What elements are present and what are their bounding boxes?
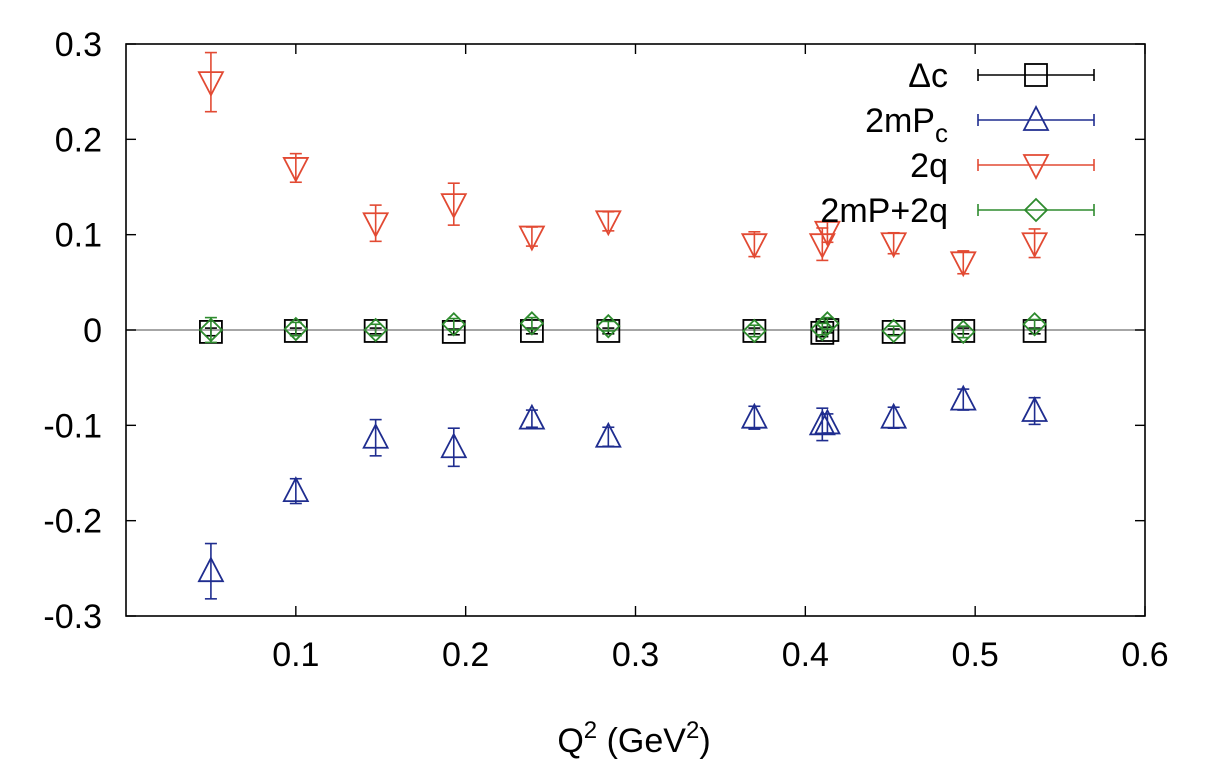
legend-entry: 2mP+2q bbox=[820, 192, 1095, 230]
data-point bbox=[742, 318, 767, 344]
legend-label-main: 2mP bbox=[865, 102, 935, 140]
data-point bbox=[518, 225, 546, 252]
data-point bbox=[441, 312, 467, 337]
data-point bbox=[949, 251, 977, 278]
data-point bbox=[808, 409, 836, 436]
data-point bbox=[881, 318, 906, 344]
legend-marker bbox=[1023, 197, 1049, 223]
data-point bbox=[880, 402, 908, 429]
y-tick-label: 0.1 bbox=[55, 217, 102, 255]
legend-entry: 2q bbox=[910, 147, 1095, 185]
legend-label: 2mP+2q bbox=[820, 192, 948, 230]
legend-label-main: 2q bbox=[910, 147, 948, 185]
data-point bbox=[813, 220, 841, 247]
y-tick-label: 0.2 bbox=[55, 121, 102, 159]
ticks: 0.1 0.2 0.3 0.4 0.5 0.6 -0.3 -0.2 -0.1 0 0.1 0.2 0.3 bbox=[43, 26, 1168, 674]
data-point bbox=[949, 384, 977, 411]
legend-label: 2q bbox=[910, 147, 948, 185]
series-layer bbox=[197, 51, 1049, 600]
x-axis-label-rest-sup: 2 bbox=[686, 717, 699, 744]
data-point bbox=[594, 421, 622, 448]
series-2q bbox=[197, 51, 1049, 278]
data-point bbox=[363, 317, 388, 343]
data-point bbox=[197, 556, 225, 583]
data-point bbox=[362, 212, 390, 239]
x-tick-label: 0.6 bbox=[1121, 636, 1168, 674]
x-axis-label-rest: (GeV bbox=[597, 722, 686, 760]
legend-label-sub: c bbox=[935, 118, 948, 148]
y-tick-label: 0.3 bbox=[55, 26, 102, 64]
data-point bbox=[740, 402, 768, 429]
legend-label-main: 2mP+2q bbox=[820, 192, 948, 230]
x-axis-label-close: ) bbox=[699, 722, 710, 760]
data-point bbox=[440, 432, 468, 459]
series-2mpc bbox=[197, 384, 1049, 600]
legend-marker bbox=[1022, 105, 1050, 131]
x-axis-label: Q2 (GeV2) bbox=[557, 717, 710, 760]
series-2mp-2q bbox=[198, 311, 1047, 345]
data-point bbox=[813, 408, 841, 435]
x-axis-label-sup: 2 bbox=[584, 717, 597, 744]
data-point bbox=[519, 311, 545, 336]
data-point bbox=[1022, 312, 1047, 337]
data-point bbox=[198, 317, 224, 343]
data-point bbox=[440, 193, 468, 220]
data-point bbox=[282, 476, 310, 503]
x-tick-label: 0.4 bbox=[782, 636, 829, 674]
legend-label: Δc bbox=[908, 57, 948, 95]
legend-label-main: Δc bbox=[908, 57, 948, 95]
legend-entry: 2mPc bbox=[865, 102, 1095, 148]
y-tick-label: -0.2 bbox=[43, 503, 102, 541]
legend-label: 2mPc bbox=[865, 102, 948, 148]
x-axis-label-q: Q bbox=[557, 722, 583, 760]
data-point bbox=[518, 403, 546, 430]
data-point bbox=[810, 316, 835, 342]
data-point bbox=[1021, 396, 1049, 422]
data-point bbox=[740, 233, 768, 260]
x-tick-label: 0.3 bbox=[612, 636, 659, 674]
legend-marker bbox=[1022, 154, 1050, 180]
data-point bbox=[197, 71, 225, 98]
x-tick-label: 0.1 bbox=[272, 636, 319, 674]
data-point bbox=[951, 319, 976, 345]
data-point bbox=[283, 319, 308, 343]
data-point bbox=[815, 311, 840, 336]
x-tick-label: 0.5 bbox=[952, 636, 999, 674]
data-point bbox=[880, 232, 908, 259]
legend-entry: Δc bbox=[908, 57, 1095, 95]
data-point bbox=[1021, 232, 1049, 259]
x-tick-label: 0.2 bbox=[442, 636, 489, 674]
data-point bbox=[596, 313, 621, 339]
y-tick-label: 0 bbox=[83, 312, 102, 350]
data-point bbox=[283, 316, 309, 342]
data-point bbox=[282, 157, 310, 183]
y-tick-label: -0.3 bbox=[43, 598, 102, 636]
y-tick-label: -0.1 bbox=[43, 407, 102, 445]
data-point bbox=[594, 210, 622, 237]
data-point bbox=[362, 422, 390, 449]
data-point bbox=[596, 319, 621, 343]
legend-marker bbox=[1024, 63, 1048, 87]
